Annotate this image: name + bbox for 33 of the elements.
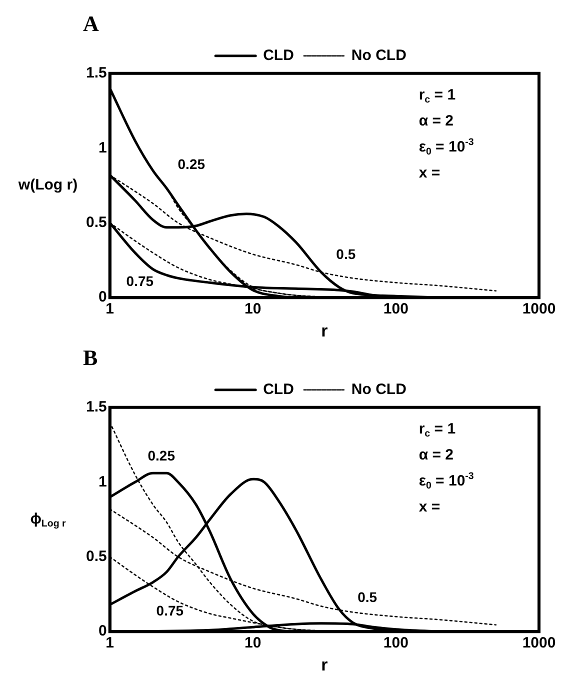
legend-label: CLD [263,47,294,64]
y-tick-label: 1 [98,139,107,156]
x-tick-label: 1000 [522,300,556,318]
y-tick-label: 1.5 [86,64,107,82]
y-tick-label: 0.5 [86,548,107,566]
x-tick-label: 100 [383,300,408,318]
y-tick-label: 0 [98,288,107,306]
x-tick-label: 10 [244,634,262,652]
annotation: 0.5 [358,588,378,605]
annotation: 0.75 [126,272,154,289]
chart-title: A [83,10,99,36]
legend-label: No CLD [351,47,407,64]
annotation: x = [418,164,440,182]
annotation: α = 2 [418,446,454,464]
y-tick-label: 1 [98,473,107,490]
x-tick-label: 100 [383,634,408,652]
legend-label: CLD [263,381,294,398]
annotation: x = [418,498,440,516]
annotation: 0.5 [336,246,356,262]
x-tick-label: 10 [244,300,262,318]
annotation: 0.75 [156,602,184,618]
x-tick-label: 1000 [522,634,556,652]
annotation: 0.25 [178,156,206,172]
legend-label: No CLD [351,381,407,398]
y-tick-label: 1.5 [86,398,107,416]
y-axis-title: w(Log r) [17,176,78,194]
y-tick-label: 0 [98,622,107,640]
y-tick-label: 0.5 [86,214,107,232]
annotation: 0.25 [148,448,176,464]
x-axis-title: r [321,321,328,340]
x-axis-title: r [321,655,328,674]
chart-title: B [83,344,98,370]
annotation: α = 2 [418,112,454,130]
